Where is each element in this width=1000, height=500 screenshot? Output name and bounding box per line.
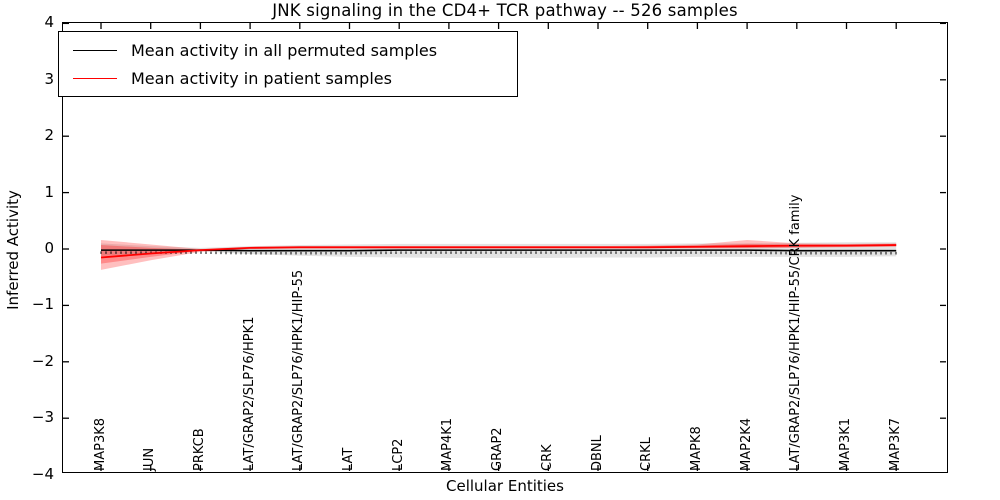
y-tick-label-0: 0 [44,239,54,257]
x-tick-label: LAT [341,447,356,471]
x-tick-label: LAT/GRAP2/SLP76/HPK1 [241,316,257,471]
legend-label-patient: Mean activity in patient samples [131,68,392,88]
legend-item-permuted: Mean activity in all permuted samples [73,39,517,61]
x-tick-label: CRK [539,444,555,471]
x-tick-label: LAT/GRAP2/SLP76/HPK1/HIP-55/CRK family [788,194,804,471]
legend: Mean activity in all permuted samples Me… [58,31,518,97]
y-tick-label-−2: −2 [31,351,54,370]
legend-line-permuted-icon [73,49,117,51]
x-tick-label: MAP3K8 [92,417,108,471]
x-tick-label: MAP3K1 [838,417,853,471]
y-tick-label-−1: −1 [31,295,54,314]
series-line-0 [101,249,897,252]
y-tick-label-2: 2 [44,126,54,145]
legend-item-patient: Mean activity in patient samples [73,67,517,89]
chart-canvas [63,23,946,471]
x-tick-label: CRKL [639,437,655,471]
x-tick-label: MAP3K7 [887,417,903,471]
y-tick-label-3: 3 [44,69,54,88]
legend-line-patient-icon [73,77,117,79]
x-tick-label: JUN [142,447,158,471]
plot-area [62,22,948,473]
chart-title: JNK signaling in the CD4+ TCR pathway --… [272,1,738,20]
x-tick-label: LCP2 [390,438,406,471]
y-tick-label-−3: −3 [31,408,54,427]
x-tick-label: MAPK8 [688,426,704,471]
y-tick-label-4: 4 [44,13,54,32]
series-tick-markers-0 [100,251,897,255]
x-tick-label: LAT/GRAP2/SLP76/HPK1/HIP-55 [291,269,307,471]
x-axis-title: Cellular Entities [446,477,564,495]
x-tick-label: DBNL [589,435,605,471]
legend-label-permuted: Mean activity in all permuted samples [131,40,438,60]
y-tick-label-1: 1 [44,182,54,201]
y-tick-label-−4: −4 [31,464,54,483]
x-tick-label: MAP4K1 [440,417,456,471]
x-tick-label: PRKCB [191,428,207,471]
x-tick-label: GRAP2 [490,427,506,471]
x-tick-label: MAP2K4 [738,417,754,471]
series-line-1 [100,244,897,259]
